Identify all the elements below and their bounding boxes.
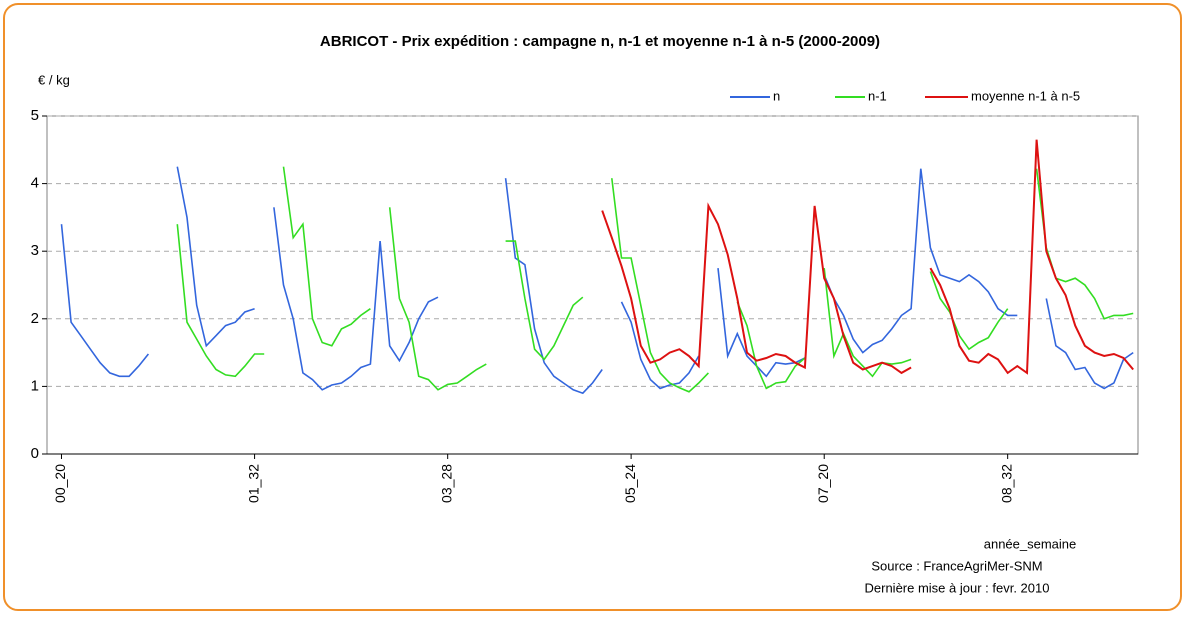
x-tick-label: 07_20 <box>815 464 831 503</box>
y-tick-label: 3 <box>31 242 39 259</box>
y-tick-label: 0 <box>31 445 39 462</box>
y-tick-label: 4 <box>31 175 39 192</box>
y-axis-label: € / kg <box>38 72 70 87</box>
y-tick-label: 1 <box>31 377 39 394</box>
chart-title: ABRICOT - Prix expédition : campagne n, … <box>320 33 880 50</box>
x-tick-label: 03_28 <box>438 464 454 503</box>
series-line <box>60 166 1134 395</box>
legend-label: n-1 <box>868 88 887 103</box>
x-axis-label: année_semaine <box>984 536 1077 551</box>
x-tick-label: 05_24 <box>622 464 638 503</box>
y-tick-label: 2 <box>31 310 39 327</box>
legend-label: n <box>773 88 780 103</box>
plot-area <box>46 115 1139 455</box>
x-tick-label: 00_20 <box>52 464 68 503</box>
series-line <box>601 139 1134 375</box>
x-tick-label: 01_32 <box>245 464 261 503</box>
legend-label: moyenne n-1 à n-5 <box>971 88 1080 103</box>
source: Source : FranceAgriMer-SNM <box>871 558 1042 573</box>
series-line <box>176 166 1134 393</box>
x-tick-label: 08_32 <box>998 464 1014 503</box>
y-tick-label: 5 <box>31 107 39 124</box>
update-note: Dernière mise à jour : fevr. 2010 <box>865 580 1050 595</box>
